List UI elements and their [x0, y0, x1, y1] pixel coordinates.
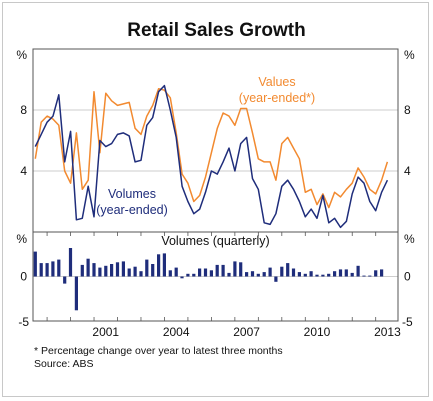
bar-8: [80, 264, 84, 277]
bar-37: [250, 271, 255, 277]
bar-38: [256, 273, 260, 277]
bar-59: [380, 269, 384, 277]
bar-24: [174, 267, 178, 277]
bar-3: [51, 261, 55, 277]
bar-25: [180, 276, 184, 279]
chart-frame: [2, 2, 429, 397]
bar-1: [39, 263, 43, 277]
y-tick-right-8: 8: [404, 103, 411, 117]
bar-30: [209, 270, 213, 277]
bar-43: [286, 263, 290, 277]
bar-51: [333, 271, 337, 277]
bar-13: [110, 264, 114, 277]
y-tick-right-min: -5: [402, 315, 413, 329]
bar-17: [133, 266, 137, 277]
bar-39: [262, 272, 266, 277]
chart-title: Retail Sales Growth: [127, 20, 306, 41]
bar-11: [98, 267, 102, 277]
bar-55: [356, 265, 360, 277]
bar-22: [162, 253, 166, 277]
source-note: Source: ABS: [34, 358, 94, 370]
bar-54: [350, 272, 354, 277]
x-tick-label-2010: 2010: [304, 325, 331, 339]
y-tick-left-min: -5: [18, 315, 29, 329]
bar-40: [268, 267, 272, 277]
bar-27: [192, 273, 196, 277]
footnote: * Percentage change over year to latest …: [34, 345, 283, 357]
y-tick-right-4: 4: [404, 164, 411, 178]
series-label-volumes: Volumes: [108, 187, 156, 201]
bar-28: [198, 268, 202, 277]
bar-44: [291, 268, 296, 277]
bar-32: [221, 264, 225, 277]
bar-36: [245, 272, 249, 277]
bar-4: [57, 259, 61, 277]
bar-12: [104, 265, 108, 277]
series-line-values: [34, 87, 389, 209]
bar-34: [233, 261, 237, 277]
series-line-volumes: [34, 84, 389, 229]
bar-48: [315, 274, 319, 277]
bar-15: [121, 261, 125, 277]
bar-5: [63, 276, 67, 284]
bar-58: [374, 270, 378, 277]
y-tick-left-bottom-0: 0: [20, 270, 27, 284]
y-unit-right-bottom: %: [404, 232, 415, 246]
y-unit-right-top: %: [404, 48, 415, 62]
bar-23: [168, 270, 172, 277]
y-unit-left-top: %: [16, 48, 27, 62]
bar-45: [297, 272, 301, 277]
bar-14: [115, 262, 120, 277]
bar-21: [157, 254, 161, 277]
x-tick-label-2007: 2007: [233, 325, 260, 339]
bar-7: [74, 276, 78, 311]
series-lines: [34, 84, 389, 229]
bar-0: [33, 251, 37, 277]
bar-20: [151, 264, 155, 277]
bar-53: [344, 269, 348, 277]
bar-16: [127, 268, 131, 277]
axis-labels: 4 4 8 8 0 0%%% % -5 -5 2001 2004 2007 2010 2013 Values…: [16, 48, 415, 339]
quarterly-bars: [33, 248, 384, 311]
bar-10: [92, 263, 96, 277]
bar-2: [45, 263, 49, 277]
x-tick-label-2013: 2013: [374, 325, 401, 339]
bar-9: [86, 258, 90, 277]
x-tick-label-2001: 2001: [92, 325, 119, 339]
x-tick-label-2004: 2004: [163, 325, 190, 339]
y-tick-left-8: 8: [20, 103, 27, 117]
bar-29: [203, 268, 208, 277]
plot-border: [32, 48, 399, 322]
y-tick-right-bottom-0: 0: [404, 270, 411, 284]
bottom-panel-label: Volumes (quarterly): [161, 234, 269, 248]
y-tick-left-4: 4: [20, 164, 27, 178]
bar-46: [303, 273, 307, 277]
bar-18: [139, 271, 143, 277]
series-label-values: Values: [258, 75, 295, 89]
bar-26: [186, 273, 190, 277]
bar-52: [338, 269, 343, 277]
bar-31: [215, 264, 219, 277]
bar-6: [68, 248, 73, 277]
bar-33: [227, 272, 231, 277]
series-label-volumes-sub: (year-ended): [96, 203, 168, 217]
bar-41: [274, 276, 278, 282]
bar-56: [362, 275, 366, 277]
bar-35: [239, 262, 243, 277]
axes: [32, 48, 399, 322]
bar-19: [145, 259, 149, 277]
bar-42: [280, 266, 284, 277]
bar-57: [368, 275, 372, 277]
bar-47: [309, 271, 313, 277]
series-label-values-sub: (year-ended*): [239, 91, 315, 105]
bar-49: [321, 274, 325, 277]
y-unit-left-bottom: %: [16, 232, 27, 246]
bar-50: [327, 273, 331, 277]
